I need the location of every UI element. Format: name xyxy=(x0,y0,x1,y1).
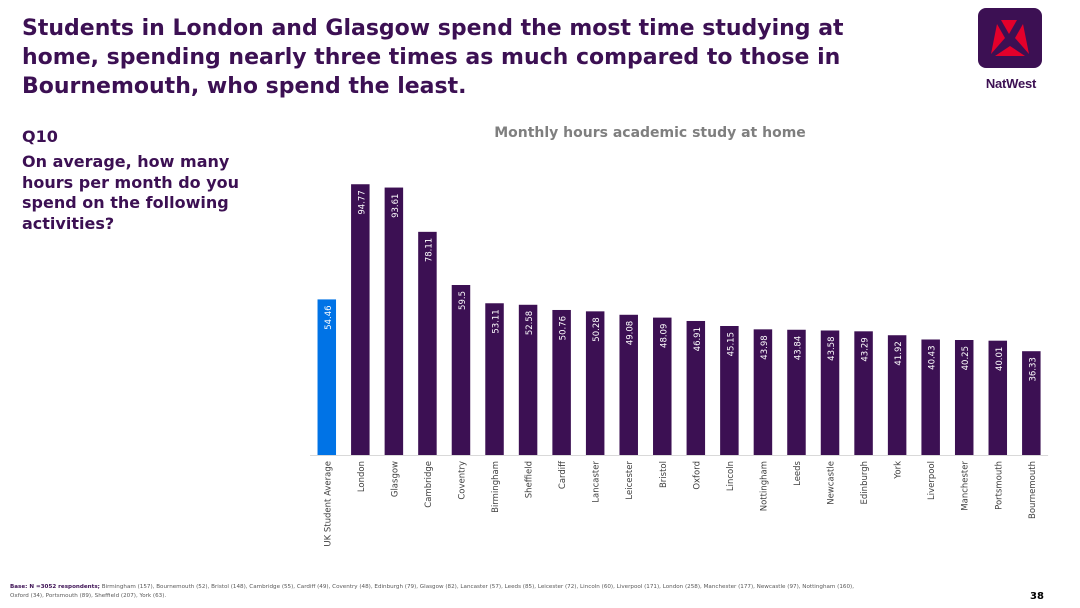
bar xyxy=(787,329,806,455)
page-number: 38 xyxy=(1030,591,1044,602)
bar xyxy=(518,304,538,455)
bar xyxy=(854,331,873,455)
x-tick-label: Glasgow xyxy=(390,461,400,497)
data-label: 40.25 xyxy=(961,346,971,370)
bar xyxy=(653,317,672,455)
x-tick-label: Manchester xyxy=(961,461,971,511)
brand-name: NatWest xyxy=(985,76,1037,91)
x-tick-label: Cardiff xyxy=(558,460,568,489)
footer-base-note: Base: N =3052 respondents; Birmingham (1… xyxy=(10,583,870,600)
data-label: 48.09 xyxy=(659,324,669,348)
data-label: 49.08 xyxy=(626,321,636,345)
x-tick-label: Lincoln xyxy=(726,461,736,491)
data-label: 50.76 xyxy=(559,316,569,340)
data-label: 40.43 xyxy=(928,345,938,369)
x-tick-label: Leeds xyxy=(793,460,803,485)
data-label: 43.29 xyxy=(861,337,871,361)
data-label: 78.11 xyxy=(424,238,434,262)
x-tick-label: Cambridge xyxy=(424,461,434,508)
x-tick-label: Oxford xyxy=(692,461,702,490)
bar xyxy=(585,311,605,455)
bar xyxy=(720,326,739,455)
question-text: On average, how many hours per month do … xyxy=(22,152,240,233)
brand-logo: NatWest xyxy=(978,8,1044,92)
bar xyxy=(820,330,840,455)
x-tick-label: Sheffield xyxy=(525,461,535,498)
chart-title: Monthly hours academic study at home xyxy=(494,125,806,141)
data-label: 94.77 xyxy=(357,190,367,214)
bar xyxy=(988,340,1008,455)
x-tick-label: Birmingham xyxy=(491,461,501,513)
bar xyxy=(887,335,907,455)
x-tick-label: Bristol xyxy=(659,461,669,488)
data-label: 50.28 xyxy=(592,317,602,341)
data-label: 40.01 xyxy=(995,347,1005,371)
x-tick-label: London xyxy=(357,461,367,492)
bar xyxy=(954,340,974,455)
data-label: 53.11 xyxy=(492,309,502,333)
natwest-logo-icon xyxy=(978,8,1042,68)
bar xyxy=(921,339,940,455)
bar xyxy=(485,303,504,455)
question-number: Q10 xyxy=(22,127,58,146)
bar xyxy=(753,329,773,455)
x-tick-label: Portsmouth xyxy=(994,461,1004,510)
x-tick-label: York xyxy=(894,461,904,480)
data-label: 52.58 xyxy=(525,311,535,335)
footer-base-label: Base: N =3052 respondents; xyxy=(10,584,100,590)
bar xyxy=(317,299,337,455)
data-label: 43.84 xyxy=(793,336,803,360)
x-tick-label: Coventry xyxy=(457,461,467,500)
x-tick-label: Bournemouth xyxy=(1028,461,1038,519)
data-label: 43.58 xyxy=(827,336,837,360)
bar xyxy=(1022,351,1041,455)
x-tick-label: Liverpool xyxy=(927,461,937,500)
bar xyxy=(384,187,404,456)
x-tick-label: Newcastle xyxy=(827,461,837,505)
x-tick-label: Lancaster xyxy=(592,460,602,502)
data-label: 59.5 xyxy=(458,291,468,310)
data-label: 36.33 xyxy=(1028,357,1038,381)
data-label: 46.91 xyxy=(693,327,703,351)
headline: Students in London and Glasgow spend the… xyxy=(22,16,844,99)
x-tick-label: Leicester xyxy=(625,461,635,500)
bar xyxy=(686,320,706,455)
bar xyxy=(418,231,437,455)
data-label: 93.61 xyxy=(391,194,401,218)
x-tick-label: Edinburgh xyxy=(860,461,870,504)
bar xyxy=(619,314,638,455)
data-label: 45.15 xyxy=(726,332,736,356)
bar xyxy=(351,184,370,455)
bar xyxy=(451,285,471,455)
data-label: 41.92 xyxy=(894,341,904,365)
data-label: 54.46 xyxy=(324,305,334,329)
bar xyxy=(552,309,571,455)
footer-base-detail: Birmingham (157), Bournemouth (52), Bris… xyxy=(10,584,854,599)
x-tick-label: UK Student Average xyxy=(323,461,333,547)
x-tick-label: Nottingham xyxy=(759,461,769,511)
data-label: 43.98 xyxy=(760,335,770,359)
